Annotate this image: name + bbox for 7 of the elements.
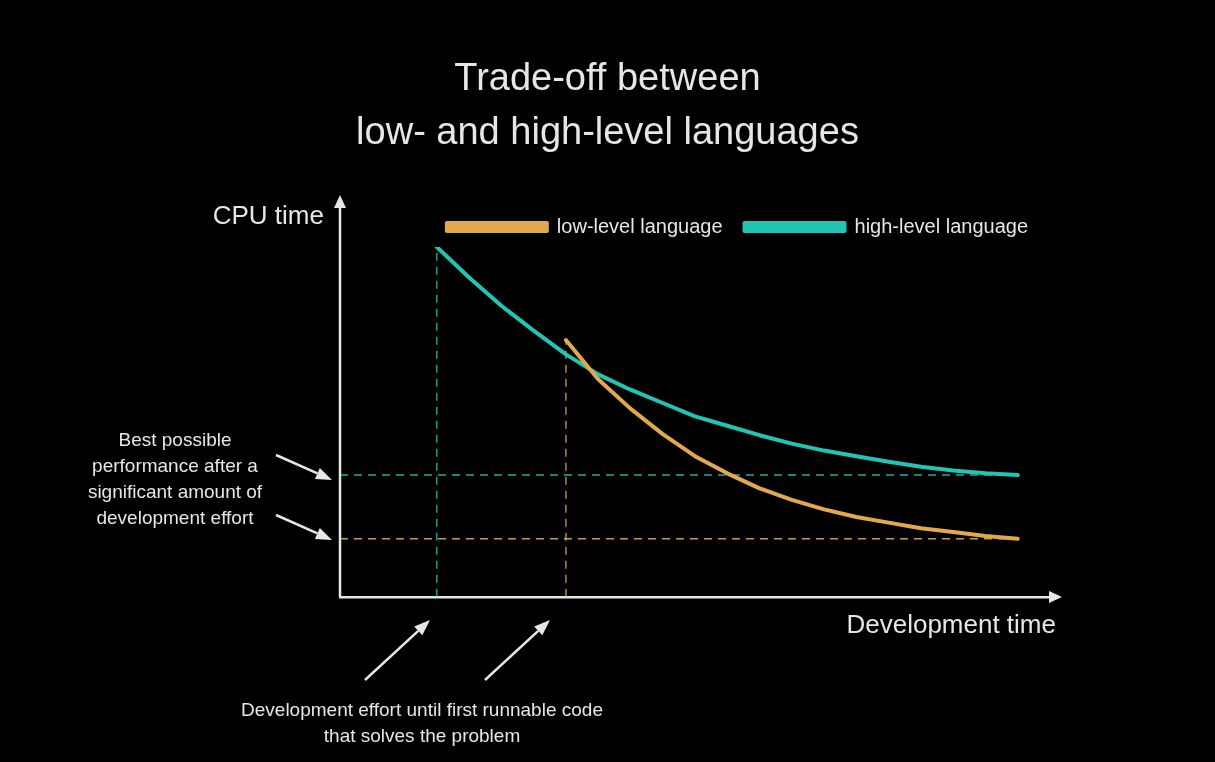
text: Development effort until first runnable code that solves the problem [241, 699, 603, 747]
text: Best possible performance after a significant amount of development effort [87, 429, 263, 529]
legend-label: high-level language [854, 214, 1028, 237]
y-axis-title: CPU time [212, 200, 324, 231]
legend-label: low-level language [556, 214, 723, 237]
x-axis-title: Development time [846, 608, 1056, 639]
chart-title: Trade-off between low- and high-level languages [355, 55, 860, 154]
